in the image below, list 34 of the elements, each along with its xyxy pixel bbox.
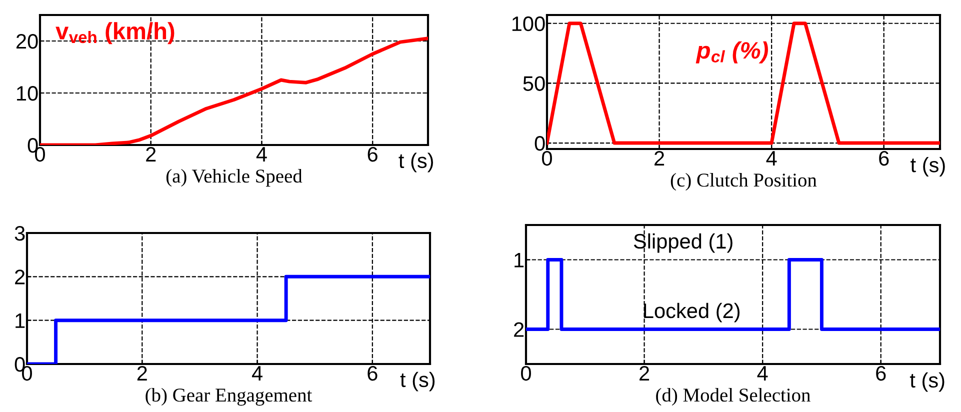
text: (d) Model Selection [656, 388, 810, 406]
annotation: Slipped (1) [634, 233, 732, 253]
y-tick-label: 1 [16, 314, 25, 328]
y-tick-label: 1 [514, 252, 524, 268]
text: (b) Gear Engagement [146, 388, 312, 406]
y-tick-label: 10 [17, 86, 38, 101]
x-tick-label: 2 [146, 146, 156, 162]
annotation: v$_{veh}$ (km/h) [56, 22, 174, 44]
x-tick-label: 6 [368, 366, 378, 381]
x-tick-label: 4 [766, 151, 777, 166]
text: (c) Clutch Position [670, 173, 817, 191]
x-tick-label: 4 [757, 366, 768, 380]
x-tick-label: 2 [640, 366, 650, 380]
x-axis-title: t (s) [910, 372, 944, 392]
x-tick-label: 4 [252, 366, 262, 380]
y-tick-label: 2 [15, 270, 25, 284]
x-tick-label: 2 [137, 366, 147, 380]
x-tick-label: 2 [654, 150, 664, 166]
x-tick-label: 4 [256, 147, 267, 162]
x-tick-label: 6 [876, 366, 886, 381]
y-tick-label: 20 [16, 34, 38, 49]
text: (a) Vehicle Speed [166, 169, 302, 187]
x-tick-label: 6 [879, 150, 889, 166]
annotation: Locked (2) [644, 302, 740, 322]
y-tick-label: 3 [14, 226, 25, 241]
annotation: p$_{cl}$ (%) [696, 41, 768, 64]
y-tick-label: 2 [514, 322, 524, 337]
y-tick-label: 100 [512, 16, 545, 32]
y-tick-label: 0 [534, 136, 545, 151]
x-axis-title: t (s) [910, 157, 945, 176]
x-tick-label: 6 [368, 146, 378, 162]
x-axis-title: t (s) [400, 372, 435, 392]
y-tick-label: 50 [523, 76, 545, 91]
x-axis-title: t (s) [398, 152, 433, 172]
